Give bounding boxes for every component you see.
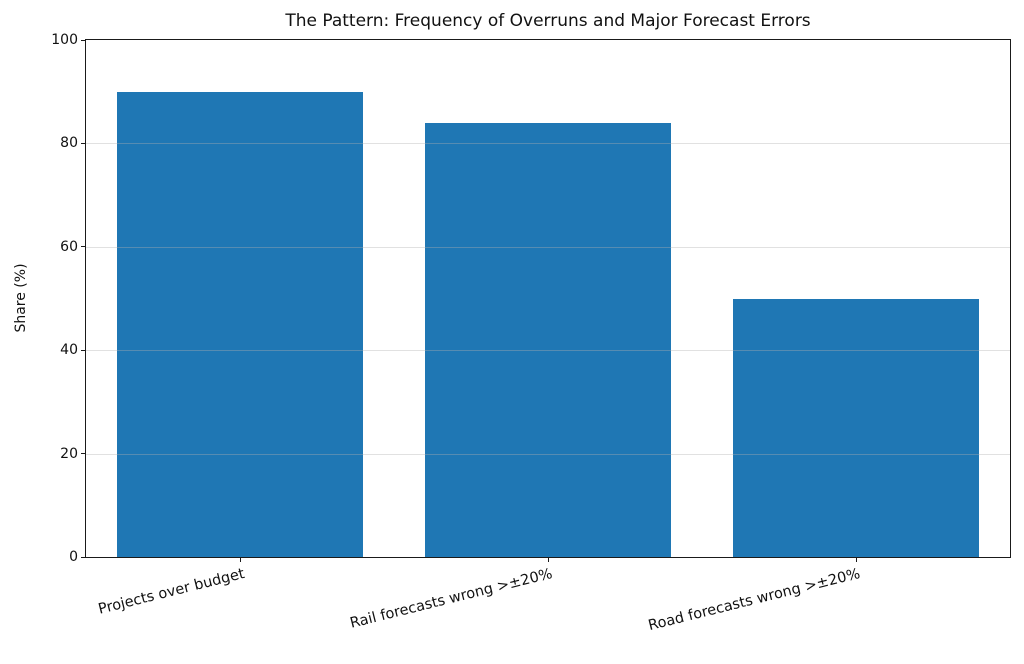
x-axis-tick-label: Road forecasts wrong >±20%: [647, 565, 863, 635]
plot-area: [85, 39, 1011, 558]
y-axis-tick-label: 80: [60, 135, 78, 152]
x-axis-tick: [547, 558, 549, 562]
x-axis-tick: [239, 558, 241, 562]
y-axis-tick: [81, 246, 85, 248]
bar: [116, 91, 364, 557]
gridline: [86, 143, 1010, 145]
y-axis-label: Share (%): [13, 263, 29, 333]
y-axis-tick: [81, 349, 85, 351]
y-axis-tick: [81, 39, 85, 41]
chart-title: The Pattern: Frequency of Overruns and M…: [285, 11, 811, 31]
y-axis-tick-label: 60: [60, 238, 78, 255]
y-axis-tick-label: 40: [60, 342, 78, 359]
x-axis-tick-label: Projects over budget: [96, 565, 247, 618]
bar: [424, 122, 672, 557]
y-axis-tick-label: 100: [51, 32, 78, 48]
gridline: [86, 350, 1010, 352]
y-axis-tick-label: 0: [69, 549, 78, 565]
y-axis-tick: [81, 556, 85, 558]
y-axis-tick-label: 20: [60, 445, 78, 462]
x-axis-tick: [855, 558, 857, 562]
y-axis-tick: [81, 142, 85, 144]
gridline: [86, 453, 1010, 455]
y-axis-tick: [81, 453, 85, 455]
bar: [732, 298, 980, 557]
gridline: [86, 246, 1010, 248]
x-axis-tick-label: Rail forecasts wrong >±20%: [348, 565, 555, 632]
